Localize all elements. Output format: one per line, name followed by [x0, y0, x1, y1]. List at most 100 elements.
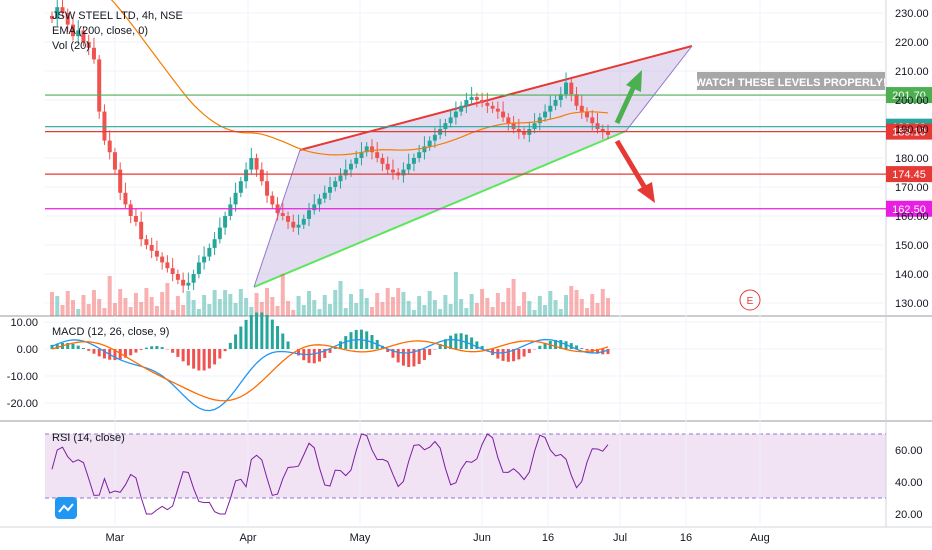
- volume-bar: [144, 288, 149, 316]
- signal-line: [51, 340, 609, 402]
- candle-body: [238, 181, 243, 193]
- volume-bar: [338, 281, 343, 316]
- candle-body: [485, 102, 490, 106]
- volume-bar: [369, 307, 374, 316]
- volume-bar: [55, 296, 60, 316]
- earnings-marker[interactable]: [739, 289, 761, 311]
- candle-body: [359, 152, 364, 158]
- macd-histogram-bar: [92, 349, 96, 354]
- macd-histogram-bar: [144, 347, 148, 349]
- volume-bar: [574, 290, 579, 316]
- candle-body: [464, 100, 469, 106]
- volume-bars: [50, 272, 610, 316]
- candle-body: [459, 105, 464, 112]
- volume-bar: [254, 293, 259, 316]
- volume-bar: [432, 300, 437, 316]
- macd-histogram-bar: [255, 312, 259, 349]
- candle-body: [118, 169, 123, 193]
- macd-histogram-bar: [286, 341, 290, 349]
- macd-histogram-bar: [454, 333, 458, 349]
- candle-body: [139, 221, 144, 240]
- candle-body: [233, 192, 238, 205]
- candle-body: [469, 97, 474, 100]
- volume-bar: [233, 303, 238, 316]
- candle-body: [249, 158, 254, 170]
- macd-histogram-bar: [580, 348, 584, 349]
- candle-body: [548, 105, 553, 112]
- macd-histogram-bar: [396, 349, 400, 363]
- price-tick-label: 230.00: [895, 8, 929, 20]
- candle-body: [70, 24, 75, 37]
- volume-bar: [170, 310, 175, 316]
- macd-histogram-bar: [102, 349, 106, 359]
- macd-tick-label: -20.00: [7, 398, 38, 410]
- candle-body: [322, 192, 327, 199]
- price-level-badge: [886, 87, 932, 104]
- volume-bar: [265, 288, 270, 316]
- macd-histogram-bar: [517, 349, 521, 360]
- ema-line: [110, 0, 609, 156]
- compare-icon[interactable]: [55, 497, 77, 519]
- macd-histogram-bar: [213, 349, 217, 365]
- candle-body: [522, 131, 527, 135]
- macd-histogram-bar: [506, 349, 510, 362]
- macd-histogram-bar: [512, 349, 516, 362]
- candle-body: [328, 187, 332, 193]
- candle-body: [175, 274, 180, 280]
- candle-body: [569, 82, 574, 95]
- macd-histogram-bar: [470, 337, 474, 349]
- volume-bar: [181, 305, 186, 316]
- macd-histogram-bar: [181, 349, 185, 362]
- volume-bar: [102, 308, 107, 316]
- volume-bar: [375, 293, 380, 316]
- macd-histogram-bar: [543, 342, 547, 349]
- macd-histogram-bar: [412, 349, 416, 367]
- volume-bar: [438, 309, 443, 316]
- price-level-badge: [886, 123, 932, 140]
- volume-bar: [165, 283, 170, 316]
- volume-bar: [139, 302, 144, 316]
- volume-bar: [107, 276, 112, 316]
- macd-histogram-bar: [265, 314, 269, 349]
- macd-histogram-bar: [318, 349, 322, 362]
- macd-histogram-bar: [522, 349, 526, 357]
- annotation-box: [697, 72, 885, 90]
- volume-bar: [448, 304, 453, 316]
- volume-bar: [76, 309, 81, 316]
- candle-body: [333, 181, 338, 187]
- macd-histogram-bar: [150, 346, 154, 349]
- macd-histogram-bar: [538, 345, 542, 349]
- macd-histogram-bar: [197, 349, 201, 371]
- candle-body: [259, 169, 264, 182]
- macd-histogram-bar: [118, 349, 122, 360]
- candle-body: [50, 15, 54, 19]
- candle-body: [338, 175, 343, 182]
- volume-bar: [579, 299, 584, 316]
- volume-bar: [307, 291, 312, 316]
- volume-bar: [464, 308, 469, 316]
- candle-body: [495, 108, 500, 112]
- volume-bar: [453, 272, 458, 316]
- macd-histogram-bar: [176, 349, 180, 357]
- volume-bar: [558, 309, 563, 316]
- candle-body: [474, 97, 479, 100]
- macd-histogram-bar: [244, 319, 248, 349]
- macd-tick-label: 0.00: [17, 344, 38, 356]
- candle-body: [149, 245, 154, 251]
- volume-bar: [128, 307, 133, 316]
- candle-body: [154, 250, 159, 257]
- price-tick-label: 130.00: [895, 298, 929, 310]
- candle-body: [60, 7, 65, 13]
- macd-pane: [50, 312, 610, 412]
- candle-body: [186, 282, 191, 286]
- volume-bar: [553, 300, 558, 316]
- macd-histogram-bar: [443, 339, 447, 349]
- volume-bar: [390, 297, 395, 316]
- candle-body: [600, 129, 605, 132]
- macd-histogram-bar: [333, 347, 337, 349]
- macd-histogram-bar: [276, 326, 280, 349]
- volume-bar: [348, 294, 353, 316]
- candle-body: [123, 192, 128, 205]
- candle-body: [375, 152, 380, 158]
- candle-body: [280, 213, 285, 216]
